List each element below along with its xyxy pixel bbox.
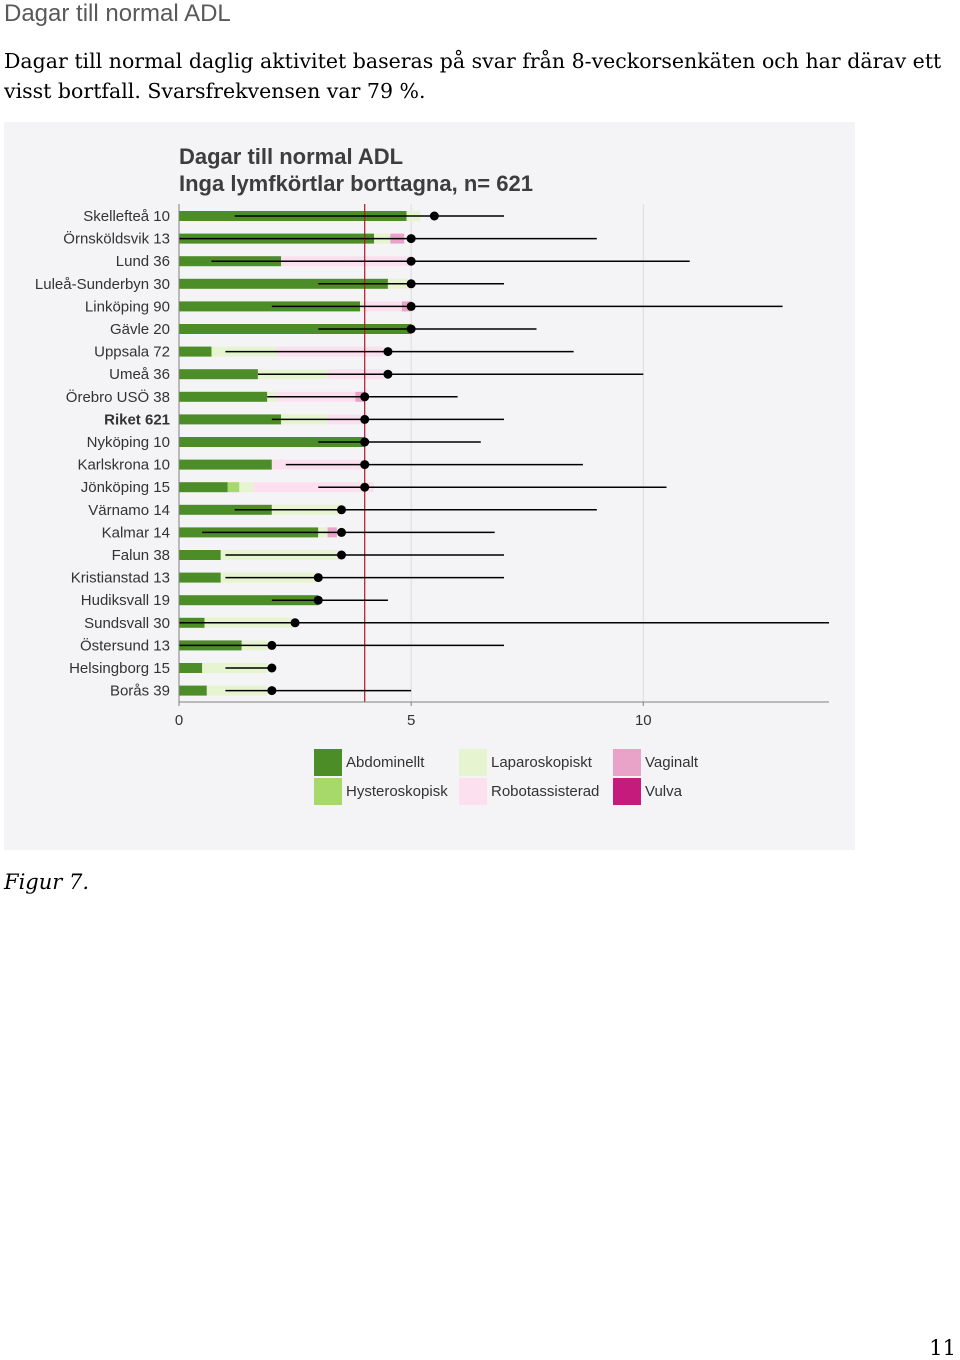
bar-segment (179, 301, 361, 312)
legend-label: Abdominellt (346, 754, 425, 771)
median-point (337, 550, 346, 560)
median-point (360, 392, 370, 402)
median-point (313, 595, 323, 605)
bar-segment (179, 595, 319, 606)
median-point (406, 234, 416, 244)
median-point (360, 460, 370, 470)
category-label: Örnsköldsvik 13 (63, 230, 170, 248)
x-tick-label: 0 (175, 712, 183, 729)
median-point (429, 211, 439, 221)
median-point (267, 686, 277, 696)
bar-segment (179, 550, 221, 560)
median-point (337, 527, 346, 537)
bar-segment (253, 482, 374, 493)
category-label: Riket 621 (104, 411, 170, 428)
legend-swatch (613, 778, 641, 805)
category-label: Linköping 90 (85, 298, 170, 315)
category-label: Borås 39 (110, 683, 170, 700)
category-label: Luleå-Sunderbyn 30 (35, 276, 170, 293)
bar-segment (227, 482, 240, 493)
category-label: Helsingborg 15 (69, 660, 170, 677)
category-label: Jönköping 15 (81, 479, 170, 496)
x-tick-label: 5 (407, 712, 415, 729)
chart-svg: Skellefteå 10 Örnsköldsvik 13 Lund 36 Luleå… (35, 144, 829, 805)
median-point (406, 256, 416, 266)
legend-swatch (459, 749, 487, 776)
median-point (360, 437, 370, 447)
legend-label: Hysteroskopisk (346, 783, 448, 800)
bar-segment (179, 324, 412, 334)
bar-segment (179, 278, 388, 289)
bar-segment (239, 482, 254, 493)
median-point (383, 369, 393, 379)
category-label: Gävle 20 (110, 321, 170, 338)
legend-swatch (613, 749, 641, 776)
bar-segment (179, 437, 365, 447)
intro-paragraph: Dagar till normal daglig aktivitet baser… (4, 49, 942, 103)
bar-segment (179, 663, 203, 673)
category-label: Sundsvall 30 (84, 615, 170, 632)
legend-label: Laparoskopiskt (491, 754, 593, 771)
category-label: Karlskrona 10 (77, 457, 170, 474)
bar-segment (179, 504, 272, 515)
bar-segment (179, 459, 272, 470)
legend-swatch (459, 778, 487, 805)
median-point (360, 414, 370, 424)
category-label: Värnamo 14 (88, 502, 170, 519)
category-label: Östersund 13 (80, 636, 170, 654)
median-point (267, 640, 277, 650)
x-axis: 0 5 10 (175, 204, 829, 729)
bar-segment (179, 369, 258, 380)
median-point (406, 324, 416, 334)
bar-segment (179, 482, 228, 493)
legend: Abdominellt Hysteroskopisk Laparoskopiskt R… (314, 749, 699, 805)
median-point (290, 618, 300, 628)
legend-swatch (314, 778, 342, 805)
median-point (313, 573, 323, 583)
category-label: Kristianstad 13 (71, 570, 170, 587)
grid-layer (410, 204, 644, 702)
category-label: Örebro USÖ 38 (66, 388, 170, 406)
category-label: Uppsala 72 (94, 344, 170, 361)
category-label: Hudiksvall 19 (81, 592, 170, 609)
ranges-layer (179, 211, 829, 696)
median-point (267, 663, 277, 673)
category-label: Skellefteå 10 (83, 208, 170, 225)
median-point (406, 279, 416, 289)
legend-label: Vulva (645, 783, 683, 800)
bar-segment (179, 414, 282, 425)
median-point (406, 301, 416, 311)
median-point (383, 347, 393, 357)
bar-segment (179, 391, 268, 402)
chart-figure: Skellefteå 10 Örnsköldsvik 13 Lund 36 Luleå… (4, 122, 855, 850)
category-label: Umeå 36 (109, 366, 170, 383)
page-number: 11 (929, 1336, 956, 1360)
bar-segment (179, 685, 207, 696)
legend-label: Vaginalt (645, 754, 699, 771)
figure-caption: Figur 7. (4, 870, 90, 894)
median-point (337, 505, 346, 515)
x-tick-label: 10 (635, 712, 652, 729)
bar-segment (179, 572, 221, 583)
category-label: Nyköping 10 (87, 434, 170, 451)
category-label: Lund 36 (116, 253, 170, 270)
category-label: Falun 38 (112, 547, 170, 564)
chart-title: Dagar till normal ADL (179, 144, 403, 169)
section-heading: Dagar till normal ADL (4, 0, 231, 27)
labels-layer: Skellefteå 10 Örnsköldsvik 13 Lund 36 Luleå… (35, 208, 170, 700)
legend-swatch (314, 749, 342, 776)
legend-label: Robotassisterad (491, 783, 599, 800)
category-label: Kalmar 14 (102, 524, 170, 541)
bar-segment (179, 346, 212, 357)
median-point (360, 482, 370, 492)
chart-subtitle: Inga lymfkörtlar borttagna, n= 621 (179, 171, 533, 196)
